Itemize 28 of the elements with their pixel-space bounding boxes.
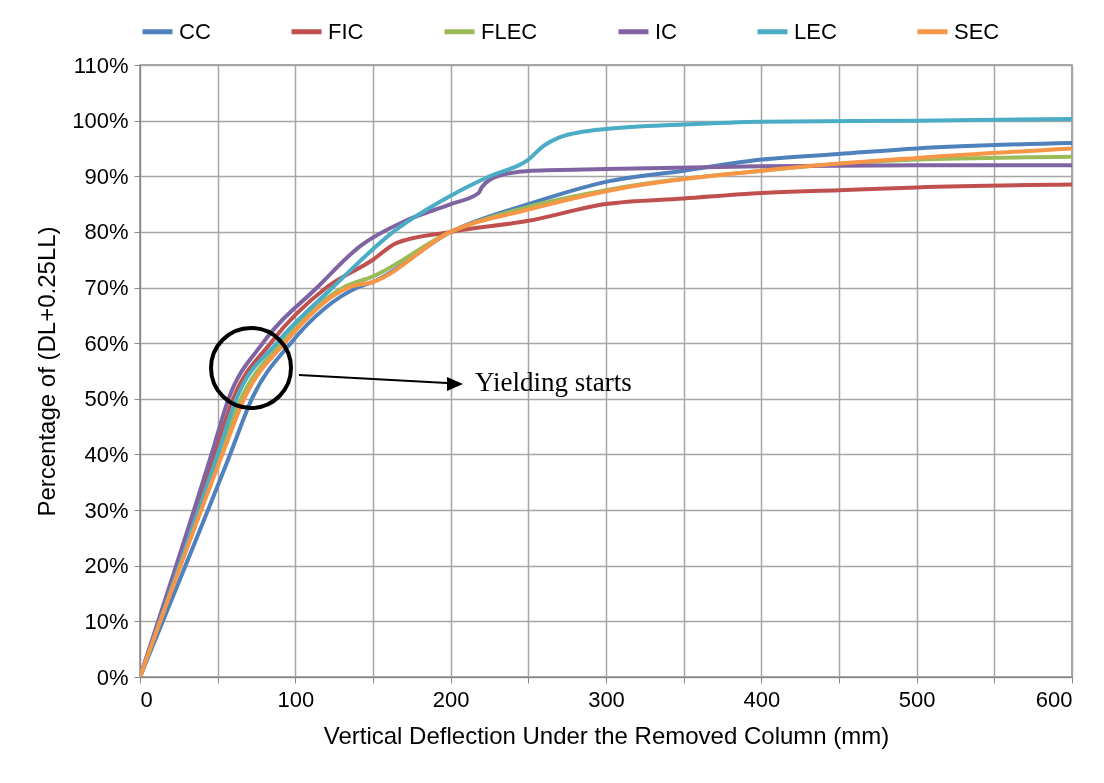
y-tick-label: 90% bbox=[84, 163, 129, 189]
legend-label: LEC bbox=[794, 18, 837, 44]
x-tick-label: 0 bbox=[140, 686, 153, 712]
x-tick-label: 200 bbox=[432, 686, 470, 712]
legend-label: CC bbox=[179, 18, 211, 44]
y-tick-label: 60% bbox=[84, 330, 129, 356]
x-tick-label: 100 bbox=[277, 686, 315, 712]
y-tick-label: 0% bbox=[96, 664, 129, 690]
y-axis-title: Percentage of (DL+0.25LL) bbox=[33, 226, 61, 517]
y-tick-label: 110% bbox=[73, 52, 129, 78]
y-tick-label: 20% bbox=[84, 553, 129, 579]
legend-label: SEC bbox=[954, 18, 1000, 44]
x-axis-title: Vertical Deflection Under the Removed Column (mm) bbox=[323, 721, 890, 749]
x-tick-label: 500 bbox=[898, 686, 936, 712]
annotation: Yielding starts bbox=[475, 367, 632, 398]
y-tick-label: 100% bbox=[72, 108, 129, 134]
legend-label: FIC bbox=[328, 18, 364, 44]
y-tick-label: 30% bbox=[84, 497, 129, 523]
y-tick-label: 70% bbox=[84, 275, 129, 301]
x-tick-label: 600 bbox=[1035, 686, 1073, 712]
y-tick-label: 10% bbox=[84, 608, 129, 634]
y-tick-label: 40% bbox=[84, 441, 129, 467]
x-tick-label: 400 bbox=[743, 686, 781, 712]
legend-label: IC bbox=[655, 18, 678, 44]
y-tick-label: 80% bbox=[84, 219, 129, 245]
legend-label: FLEC bbox=[481, 18, 538, 44]
y-tick-label: 50% bbox=[84, 386, 129, 412]
x-tick-label: 300 bbox=[588, 686, 625, 712]
